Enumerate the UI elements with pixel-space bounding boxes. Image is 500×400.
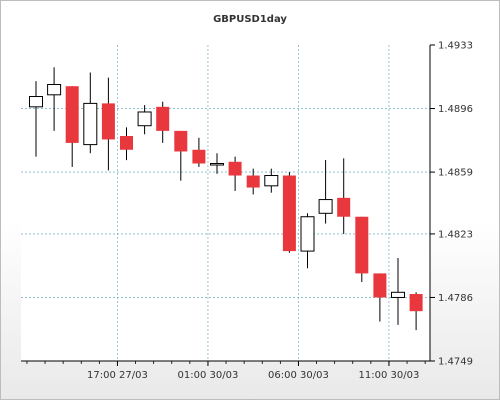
candle [282, 172, 296, 253]
candle [337, 158, 351, 234]
y-tick-label: 1.4933 [438, 41, 473, 52]
candle-body-up [29, 96, 43, 108]
y-tick-label: 1.4786 [438, 293, 473, 304]
candle [391, 257, 405, 325]
candle [246, 168, 260, 195]
candle [156, 101, 170, 143]
candle [83, 72, 98, 154]
candle-body-down [174, 130, 188, 152]
candle-body-down [65, 86, 79, 143]
candle-body-down [373, 273, 387, 298]
candle [373, 273, 387, 322]
candle-body-down [282, 175, 296, 252]
y-tick-label: 1.4896 [438, 104, 473, 115]
candle-body-down [355, 216, 369, 274]
candle-body-down [337, 197, 351, 217]
candle [228, 156, 242, 191]
candle [120, 127, 133, 161]
candle-body-up [210, 163, 224, 166]
candle [65, 86, 79, 167]
candle-body-down [120, 136, 133, 150]
candle-body-down [228, 161, 242, 176]
candle-body-down [409, 294, 423, 312]
candle [137, 105, 152, 135]
candle [174, 130, 188, 181]
candle-body-up [47, 84, 62, 96]
candle [210, 153, 224, 174]
x-tick-label: 17:00 27/03 [87, 370, 148, 381]
candle-body-up [391, 291, 405, 298]
candles [29, 67, 423, 331]
candle [192, 137, 206, 167]
candle-body-up [264, 175, 279, 187]
candle-body-up [137, 111, 152, 127]
x-tick-label: 11:00 30/03 [359, 370, 420, 381]
y-tick-label: 1.4859 [438, 168, 473, 179]
candle [47, 67, 62, 131]
candle-body-up [83, 102, 98, 146]
chart-title: GBPUSD1day [213, 14, 287, 25]
y-tick-label: 1.4749 [438, 357, 473, 368]
candle-body-down [192, 149, 206, 164]
candle [300, 213, 315, 269]
candle-body-up [300, 216, 315, 252]
candle [318, 160, 333, 224]
plot-area [21, 45, 430, 361]
candle-body-down [156, 106, 170, 131]
y-tick-label: 1.4823 [438, 229, 473, 240]
candle [355, 216, 369, 282]
y-axis: 1.4933 1.4896 1.4859 1.4823 1.4786 1.4749 [430, 41, 473, 368]
candle [409, 292, 423, 331]
candle [101, 77, 115, 171]
candle-body-down [246, 175, 260, 188]
x-tick-label: 01:00 30/03 [178, 370, 239, 381]
candle [264, 168, 279, 193]
x-axis: 17:00 27/03 01:00 30/03 06:00 30/03 11:00 3… [26, 361, 426, 381]
candle-body-up [318, 199, 333, 214]
candle-body-down [101, 103, 115, 140]
x-tick-label: 06:00 30/03 [268, 370, 329, 381]
candle [29, 81, 43, 157]
